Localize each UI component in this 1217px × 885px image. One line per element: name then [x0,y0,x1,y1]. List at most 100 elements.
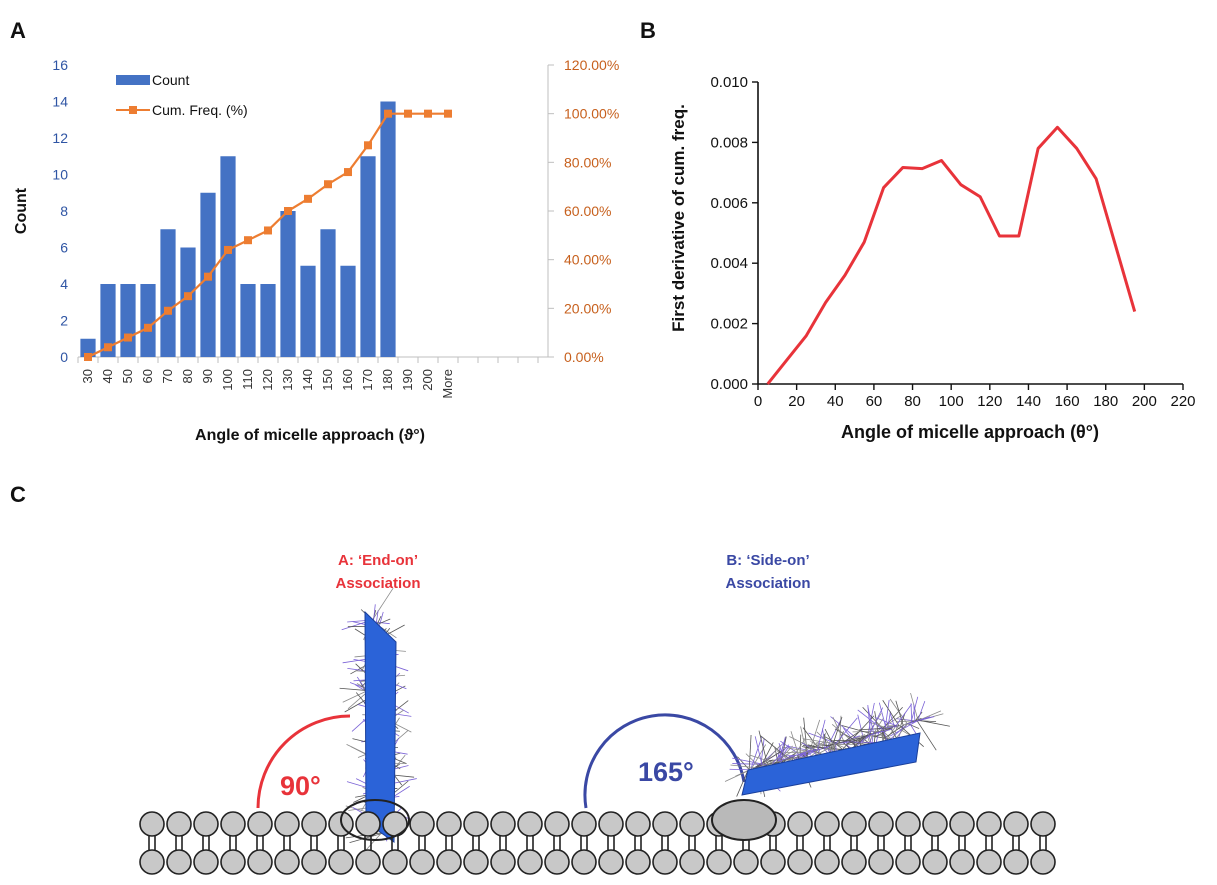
lipid-head [950,812,974,836]
chart-a-right-tick-label: 80.00% [564,154,611,170]
lipid-head [761,850,785,874]
lipid-head [275,812,299,836]
lipid-head [680,850,704,874]
chart-a-cumfreq-marker [344,168,352,176]
chart-b-x-tick-label: 140 [1016,393,1041,410]
side-on-corona-chain [918,701,925,721]
chart-a-right-tick-label: 20.00% [564,300,611,316]
lipid-head [626,850,650,874]
chart-a-left-tick-label: 14 [52,94,68,110]
lipid-head [464,812,488,836]
chart-b-y-tick-label: 0.008 [710,134,748,151]
chart-a-cumfreq-marker [324,180,332,188]
legend-count-label: Count [152,72,189,88]
lipid-head [653,850,677,874]
chart-b-y-tick-label: 0.002 [710,316,748,333]
lipid-head [680,812,704,836]
lipid-head [518,812,542,836]
side-on-corona-chain [730,769,749,770]
legend-cumfreq-label: Cum. Freq. (%) [152,102,248,118]
chart-a-cumfreq-marker [444,110,452,118]
chart-b-series-line [768,127,1135,384]
side-on-corona-chain [918,721,936,722]
lipid-head [734,850,758,874]
chart-b-x-tick-label: 200 [1132,393,1157,410]
chart-a-bar [160,229,175,357]
chart-a-cumfreq-marker [304,195,312,203]
side-on-subtitle: Association [725,575,810,592]
lipid-head [653,812,677,836]
chart-a-x-tick-label: 80 [180,369,195,383]
chart-b-x-tick-label: 160 [1055,393,1080,410]
chart-a-cumfreq-marker [224,246,232,254]
chart-a-x-tick-label: 110 [240,369,255,390]
lipid-head [464,850,488,874]
end-on-angle-label: 90° [280,771,321,801]
side-on-corona-chain [911,703,912,722]
chart-b-x-tick-label: 180 [1093,393,1118,410]
lipid-head [842,850,866,874]
side-on-angle-label: 165° [638,757,694,787]
chart-b-y-tick-label: 0.006 [710,195,748,212]
legend-cumfreq-marker [129,106,137,114]
end-on-subtitle: Association [335,575,420,592]
chart-a-x-tick-label: 160 [340,369,355,391]
lipid-head [383,812,407,836]
chart-a-x-tick-label: 100 [220,369,235,391]
chart-a-left-tick-label: 10 [52,167,68,183]
lipid-head [302,850,326,874]
lipid-head [869,850,893,874]
micelle-association-diagram: A: ‘End-on’ Association B: ‘Side-on’ Ass… [140,552,1055,874]
chart-b-y-tick-label: 0.000 [710,376,748,393]
lipid-head [1004,850,1028,874]
chart-a-left-tick-label: 8 [60,203,68,219]
lipid-head [221,850,245,874]
side-on-title: B: ‘Side-on’ [726,552,809,569]
legend-count-swatch [116,75,150,85]
lipid-head [545,850,569,874]
lipid-head [977,850,1001,874]
chart-a-right-tick-label: 120.00% [564,57,619,73]
lipid-head [923,812,947,836]
chart-a-right-tick-label: 60.00% [564,203,611,219]
lipid-head [842,812,866,836]
chart-b-x-tick-label: 220 [1170,393,1195,410]
panel-letter-b: B [640,18,656,43]
chart-a-x-tick-label: 30 [80,369,95,383]
chart-a-left-tick-label: 2 [60,313,68,329]
chart-b-x-label: Angle of micelle approach (θ°) [841,422,1099,442]
chart-a-bar [260,284,275,357]
chart-a-x-tick-label: 150 [320,369,335,391]
chart-b-x-tick-label: 40 [827,393,844,410]
chart-a-bar [240,284,255,357]
chart-a-right-tick-label: 100.00% [564,106,619,122]
lipid-head [815,850,839,874]
lipid-head [950,850,974,874]
chart-b-y-tick-label: 0.004 [710,255,748,272]
lipid-head [788,850,812,874]
lipid-head [1031,812,1055,836]
lipid-head [167,850,191,874]
lipid-head [302,812,326,836]
lipid-head [410,812,434,836]
chart-a-x-tick-label: 40 [100,369,115,383]
side-on-micelle [725,693,950,797]
chart-a-x-tick-label: 200 [420,369,435,391]
chart-b-y-tick-label: 0.010 [710,74,748,91]
chart-a-cumfreq-marker [144,324,152,332]
lipid-head [599,812,623,836]
chart-a-x-label: Angle of micelle approach (ϑ°) [195,427,425,444]
chart-a-right-ticks: 0.00%20.00%40.00%60.00%80.00%100.00%120.… [548,57,619,365]
lipid-head [518,850,542,874]
chart-a-cumfreq-marker [404,110,412,118]
chart-a-x-tick-label: 170 [360,369,375,391]
chart-a-y-label: Count [13,187,30,234]
lipid-head [977,812,1001,836]
lipid-head [572,850,596,874]
chart-a-bar [300,266,315,357]
chart-a-cumfreq-marker [184,292,192,300]
lipid-head [221,812,245,836]
chart-a-x-tick-label: 180 [380,369,395,391]
